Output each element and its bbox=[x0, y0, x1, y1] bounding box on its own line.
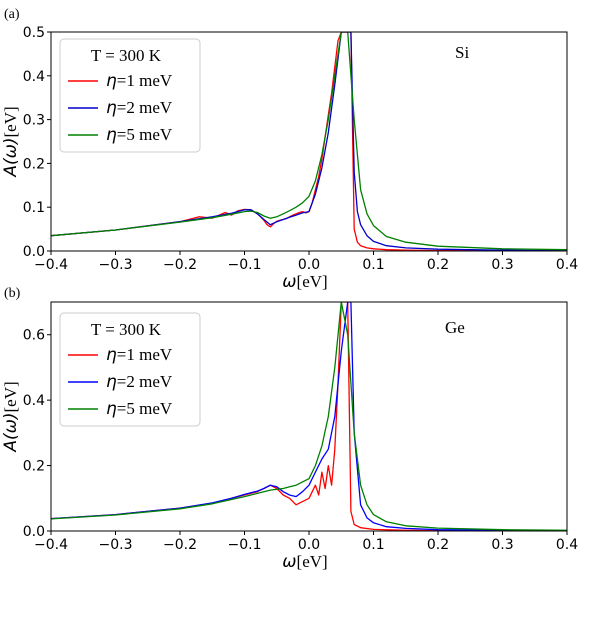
legend-box bbox=[59, 312, 201, 427]
y-axis-label-symbol: A(ω) bbox=[1, 138, 21, 178]
x-axis-label-symbol: ω bbox=[282, 272, 296, 292]
y-axis-label: A(ω)[eV] bbox=[1, 381, 21, 452]
legend-entry-3: η=5 meV bbox=[106, 125, 173, 145]
series-group bbox=[51, 32, 567, 251]
material-label: Si bbox=[455, 43, 469, 62]
x-axis-label-unit: [eV] bbox=[297, 552, 328, 571]
x-tick-label: 0.1 bbox=[362, 257, 384, 273]
x-tick-label: −0.4 bbox=[34, 537, 68, 553]
series-line-3 bbox=[51, 32, 567, 251]
x-tick-label: 0.0 bbox=[298, 257, 320, 273]
legend-entry-symbol: η bbox=[106, 399, 117, 419]
legend-entry-symbol: η bbox=[106, 345, 117, 365]
x-tick-label: −0.1 bbox=[228, 257, 262, 273]
legend-entry-2: η=2 meV bbox=[106, 372, 173, 392]
legend-entry-symbol: η bbox=[106, 372, 117, 392]
legend-title: T = 300 K bbox=[91, 320, 162, 339]
series-line-2 bbox=[51, 302, 567, 531]
x-tick-label: −0.3 bbox=[99, 257, 133, 273]
y-tick-label: 0.5 bbox=[23, 25, 45, 41]
legend-entry-3: η=5 meV bbox=[106, 399, 173, 419]
legend-entry-value: =5 meV bbox=[117, 125, 173, 144]
legend-entry-symbol: η bbox=[106, 71, 117, 91]
legend-entry-value: =2 meV bbox=[117, 98, 173, 117]
x-tick-label: 0.4 bbox=[556, 537, 578, 553]
legend-entry-value: =5 meV bbox=[117, 399, 173, 418]
legend-title: T = 300 K bbox=[91, 46, 162, 65]
y-tick-label: 0.1 bbox=[23, 200, 45, 216]
x-tick-label: 0.4 bbox=[556, 257, 578, 273]
y-axis-label-symbol: A(ω) bbox=[1, 413, 21, 453]
legend-entry-1: η=1 meV bbox=[106, 71, 173, 91]
y-tick-label: 0.0 bbox=[23, 524, 45, 540]
y-tick-label: 0.6 bbox=[23, 328, 45, 344]
series-line-2 bbox=[51, 32, 567, 251]
legend-entry-value: =1 meV bbox=[117, 345, 173, 364]
y-tick-label: 0.2 bbox=[23, 156, 45, 172]
x-tick-label: −0.2 bbox=[163, 257, 197, 273]
x-tick-label: −0.2 bbox=[163, 537, 197, 553]
legend-entry-2: η=2 meV bbox=[106, 98, 173, 118]
legend-box bbox=[59, 38, 201, 153]
x-tick-label: 0.1 bbox=[362, 537, 384, 553]
chart-panel-2: −0.4 −0.3 −0.2 −0.1 0.0 0.1 0.2 0.3 0.4 0.0 0.2 0.4… bbox=[1, 286, 578, 572]
legend-entry-symbol: η bbox=[106, 125, 117, 145]
chart-panel-1: −0.4 −0.3 −0.2 −0.1 0.0 0.1 0.2 0.3 0.4 0.0 0.1 0.2… bbox=[1, 7, 578, 292]
y-tick-label: 0.3 bbox=[23, 113, 45, 129]
x-tick-label: −0.1 bbox=[228, 537, 262, 553]
y-axis-label: A(ω)[eV] bbox=[1, 106, 21, 177]
x-tick-label: 0.2 bbox=[427, 537, 449, 553]
legend-entry-value: =2 meV bbox=[117, 372, 173, 391]
x-axis-label: ω[eV] bbox=[282, 272, 327, 292]
x-tick-label: −0.4 bbox=[34, 257, 68, 273]
y-tick-label: 0.4 bbox=[23, 69, 45, 85]
legend-entry-symbol: η bbox=[106, 98, 117, 118]
y-tick-label: 0.4 bbox=[23, 393, 45, 409]
x-axis-label: ω[eV] bbox=[282, 552, 327, 572]
x-axis-label-symbol: ω bbox=[282, 552, 296, 572]
material-label: Ge bbox=[445, 318, 465, 337]
y-tick-label: 0.0 bbox=[23, 244, 45, 260]
legend-entry-value: =1 meV bbox=[117, 71, 173, 90]
panel-label: (a) bbox=[4, 7, 20, 22]
panel-label: (b) bbox=[4, 286, 21, 301]
x-tick-label: 0.2 bbox=[427, 257, 449, 273]
x-tick-label: 0.3 bbox=[491, 257, 513, 273]
y-axis-label-unit: [eV] bbox=[1, 106, 20, 137]
x-tick-label: 0.0 bbox=[298, 537, 320, 553]
series-group bbox=[51, 302, 567, 531]
x-tick-label: −0.3 bbox=[99, 537, 133, 553]
legend-entry-1: η=1 meV bbox=[106, 345, 173, 365]
x-axis-label-unit: [eV] bbox=[297, 272, 328, 291]
series-line-3 bbox=[51, 302, 567, 531]
x-tick-label: 0.3 bbox=[491, 537, 513, 553]
y-axis-label-unit: [eV] bbox=[1, 381, 20, 412]
y-tick-label: 0.2 bbox=[23, 459, 45, 475]
